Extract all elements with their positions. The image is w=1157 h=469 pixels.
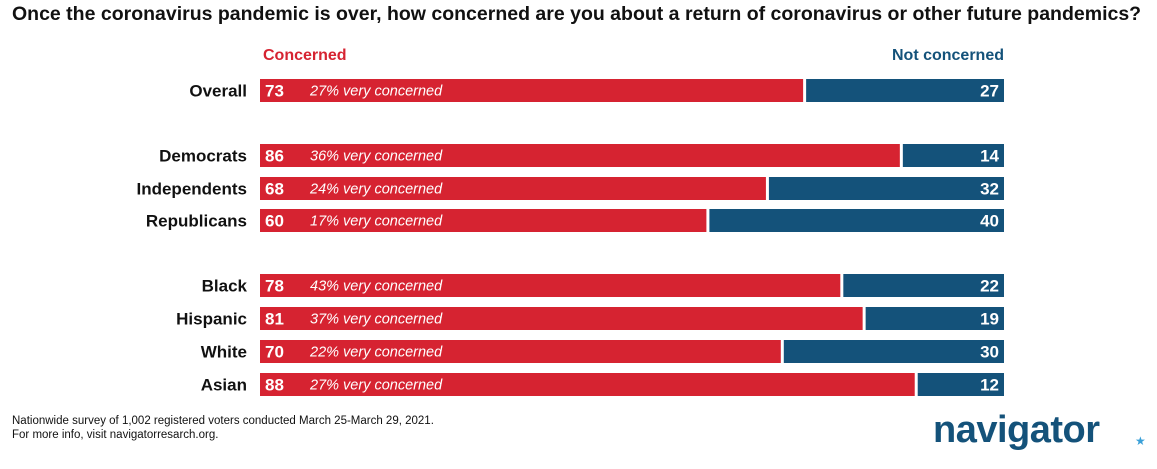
value-concerned-asian: 88 xyxy=(265,376,284,395)
annotation-very-concerned-hispanic: 37% very concerned xyxy=(310,312,443,328)
bar-not-concerned-independents xyxy=(768,177,1004,200)
annotation-very-concerned-white: 22% very concerned xyxy=(309,345,443,361)
value-concerned-black: 78 xyxy=(265,277,284,296)
bar-not-concerned-republicans xyxy=(709,209,1004,232)
bar-not-concerned-democrats xyxy=(902,144,1004,167)
bar-concerned-black xyxy=(260,274,841,297)
bar-concerned-white xyxy=(260,340,781,363)
footnote: Nationwide survey of 1,002 registered vo… xyxy=(12,414,434,442)
bar-not-concerned-asian xyxy=(917,373,1004,396)
bar-concerned-independents xyxy=(260,177,766,200)
annotation-very-concerned-democrats: 36% very concerned xyxy=(310,149,443,165)
legend-not-concerned: Not concerned xyxy=(891,47,1004,64)
value-not-concerned-overall: 27 xyxy=(980,82,999,101)
annotation-very-concerned-republicans: 17% very concerned xyxy=(310,214,443,230)
value-concerned-republicans: 60 xyxy=(265,212,284,231)
value-concerned-white: 70 xyxy=(265,343,284,362)
value-concerned-independents: 68 xyxy=(265,180,284,199)
value-concerned-overall: 73 xyxy=(265,82,284,101)
bar-concerned-hispanic xyxy=(260,307,863,330)
value-not-concerned-independents: 32 xyxy=(980,180,999,199)
value-concerned-hispanic: 81 xyxy=(265,310,284,329)
category-label-democrats: Democrats xyxy=(159,147,247,166)
bar-concerned-asian xyxy=(260,373,915,396)
value-not-concerned-black: 22 xyxy=(980,277,999,296)
value-not-concerned-asian: 12 xyxy=(980,376,999,395)
legend-concerned: Concerned xyxy=(263,47,347,64)
category-label-republicans: Republicans xyxy=(146,212,247,231)
footnote-line-survey: Nationwide survey of 1,002 registered vo… xyxy=(12,415,434,427)
bar-not-concerned-black xyxy=(843,274,1004,297)
bar-concerned-overall xyxy=(260,79,804,102)
bar-concerned-republicans xyxy=(260,209,707,232)
category-label-asian: Asian xyxy=(201,376,247,395)
bar-concerned-democrats xyxy=(260,144,900,167)
value-concerned-democrats: 86 xyxy=(265,147,284,166)
category-label-white: White xyxy=(201,343,247,362)
annotation-very-concerned-independents: 24% very concerned xyxy=(309,182,443,198)
annotation-very-concerned-overall: 27% very concerned xyxy=(309,84,443,100)
category-label-hispanic: Hispanic xyxy=(176,310,247,329)
annotation-very-concerned-black: 43% very concerned xyxy=(310,279,443,295)
logo-star-icon: ★ xyxy=(1135,434,1146,448)
category-label-independents: Independents xyxy=(136,180,247,199)
value-not-concerned-democrats: 14 xyxy=(980,147,999,166)
navigator-logo: navigator xyxy=(933,409,1100,451)
category-label-black: Black xyxy=(202,277,248,296)
chart-title: Once the coronavirus pandemic is over, h… xyxy=(12,3,1142,25)
value-not-concerned-white: 30 xyxy=(980,343,999,362)
value-not-concerned-republicans: 40 xyxy=(980,212,999,231)
category-label-overall: Overall xyxy=(189,82,247,101)
value-not-concerned-hispanic: 19 xyxy=(980,310,999,329)
footnote-line-info: For more info, visit navigatorresarch.or… xyxy=(12,429,219,441)
bar-not-concerned-white xyxy=(783,340,1004,363)
annotation-very-concerned-asian: 27% very concerned xyxy=(309,378,443,394)
bar-not-concerned-overall xyxy=(806,79,1004,102)
bar-not-concerned-hispanic xyxy=(865,307,1004,330)
